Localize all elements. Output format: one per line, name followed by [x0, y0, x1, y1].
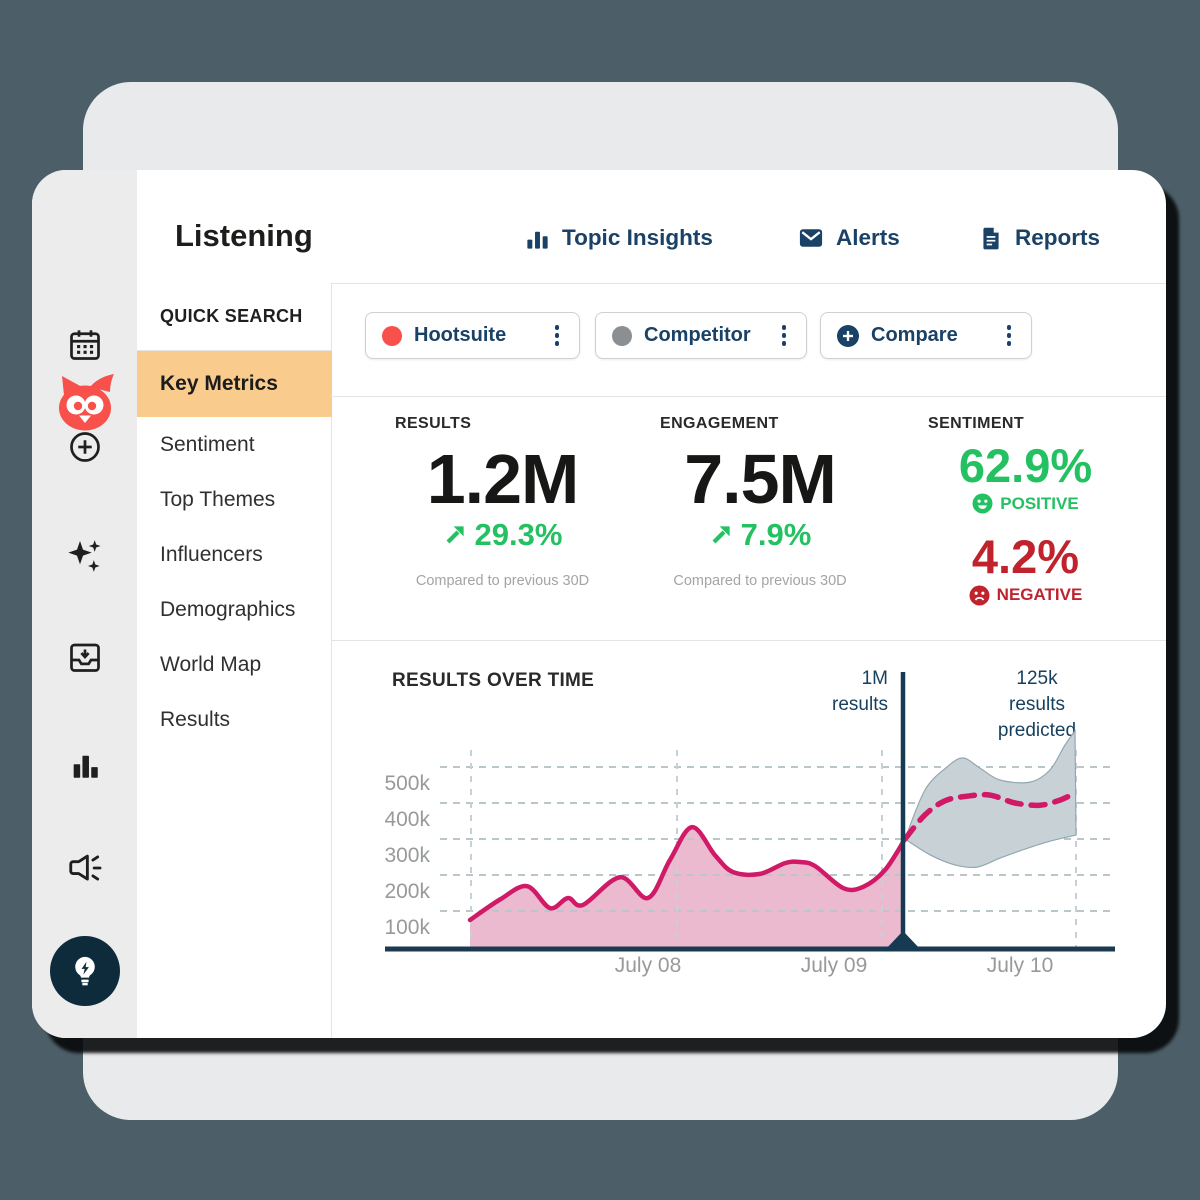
metric-caption: Compared to previous 30D — [415, 572, 590, 589]
sidebar-item-results[interactable]: Results — [160, 707, 231, 731]
filter-pill-label: Hootsuite — [414, 324, 507, 346]
forecast-annotation: 125k results predicted — [977, 666, 1097, 744]
competitor-series-dot — [612, 325, 632, 346]
results-over-time-chart: 100k 200k 300k 400k 500k July 08 July 09 July 1… — [384, 672, 1115, 977]
sidebar-item-influencers[interactable]: Influencers — [160, 542, 263, 566]
nav-label: Reports — [1015, 225, 1101, 250]
filter-pill-label: Compare — [871, 324, 958, 346]
sidebar-item-top-themes[interactable]: Top Themes — [160, 487, 276, 511]
nav-alerts[interactable]: Alerts — [797, 212, 900, 264]
forecast-annotation-line1: 125k — [1016, 668, 1058, 689]
sentiment-negative-value: 4.2% — [971, 530, 1080, 584]
app-window: Listening Topic Insights Alerts — [32, 170, 1166, 1038]
ai-assistant-button[interactable] — [65, 536, 105, 576]
metric-change-value: 7.9% — [740, 516, 812, 552]
divider — [331, 396, 1166, 397]
now-marker-triangle — [884, 931, 922, 951]
forecast-confidence-band — [904, 729, 1077, 869]
now-annotation-line2: results — [832, 694, 888, 715]
x-tick-label: July 10 — [987, 954, 1054, 977]
sparkles-icon — [67, 540, 100, 572]
y-tick-label: 100k — [384, 916, 430, 939]
kebab-menu-icon[interactable] — [778, 319, 791, 352]
report-doc-icon — [983, 227, 999, 250]
sidebar-item-demographics[interactable]: Demographics — [160, 597, 296, 621]
filter-pill-compare[interactable]: Compare — [820, 312, 1032, 359]
metric-label: SENTIMENT — [928, 415, 1025, 432]
owl-icon — [58, 374, 114, 431]
header-divider — [137, 283, 1166, 284]
arrow-up-right-icon — [446, 526, 464, 544]
sidebar-item-world-map[interactable]: World Map — [160, 652, 262, 676]
metric-engagement: ENGAGEMENT 7.5M 7.9% Compared to previou… — [660, 415, 860, 589]
promote-button[interactable] — [66, 849, 104, 887]
sidebar-rail — [32, 170, 137, 1038]
sentiment-negative-row: NEGATIVE — [928, 585, 1123, 606]
lightbulb-icon — [75, 956, 95, 986]
sentiment-positive-label: POSITIVE — [1000, 493, 1079, 513]
y-tick-label: 300k — [384, 844, 430, 867]
plus-circle-icon — [837, 324, 859, 347]
quick-search-panel: QUICK SEARCH Key Metrics Sentiment Top T… — [137, 283, 332, 1038]
x-tick-label: July 09 — [801, 954, 868, 977]
results-line — [467, 824, 908, 923]
inbox-button[interactable] — [67, 639, 103, 675]
chart-title: RESULTS OVER TIME — [392, 670, 595, 691]
megaphone-icon — [68, 854, 101, 881]
envelope-icon — [799, 229, 823, 247]
now-annotation-line1: 1M — [861, 668, 888, 689]
filter-pill-hootsuite[interactable]: Hootsuite — [365, 312, 580, 359]
metric-change: 7.9% — [660, 517, 860, 553]
metric-label: RESULTS — [395, 415, 472, 432]
y-tick-label: 200k — [384, 880, 430, 903]
hootsuite-series-dot — [382, 325, 402, 346]
calendar-icon — [69, 330, 100, 360]
x-tick-label: July 08 — [615, 954, 682, 977]
bar-chart-icon — [527, 231, 548, 249]
forecast-annotation-line3: predicted — [997, 720, 1077, 741]
sentiment-negative-label: NEGATIVE — [996, 585, 1083, 605]
sad-face-icon — [969, 585, 990, 606]
y-tick-label: 400k — [384, 808, 430, 831]
inbox-icon — [69, 643, 100, 672]
analytics-bars-icon — [73, 755, 98, 778]
now-annotation: 1M results — [788, 666, 888, 718]
filter-pill-competitor[interactable]: Competitor — [595, 312, 807, 359]
filter-pill-label: Competitor — [644, 324, 751, 346]
analytics-button[interactable] — [68, 748, 102, 782]
metric-caption: Compared to previous 30D — [673, 572, 847, 589]
arrow-up-right-icon — [712, 526, 730, 544]
plus-circle-icon — [69, 432, 100, 462]
hootsuite-owl-logo[interactable] — [52, 373, 118, 431]
smiley-face-icon — [972, 493, 993, 514]
metric-change-value: 29.3% — [474, 516, 563, 552]
metric-value: 7.5M — [684, 440, 837, 518]
calendar-button[interactable] — [67, 327, 103, 363]
kebab-menu-icon[interactable] — [1003, 319, 1016, 352]
page-title: Listening — [175, 218, 313, 253]
metric-label: ENGAGEMENT — [660, 415, 779, 432]
metric-sentiment: SENTIMENT 62.9% POSITIVE 4.2% NEGATIVE — [928, 415, 1123, 606]
forecast-line — [902, 790, 1078, 842]
kebab-menu-icon[interactable] — [551, 319, 564, 352]
create-button[interactable] — [67, 429, 103, 465]
divider — [331, 640, 1166, 641]
y-tick-label: 500k — [384, 772, 430, 795]
insights-lightbulb-button[interactable] — [50, 936, 120, 1006]
sentiment-positive-value: 62.9% — [958, 439, 1093, 492]
metric-results: RESULTS 1.2M 29.3% Compared to previous … — [395, 415, 610, 589]
sidebar-item-sentiment[interactable]: Sentiment — [160, 432, 255, 456]
metric-value: 1.2M — [426, 440, 580, 518]
results-area-fill — [470, 827, 905, 947]
nav-label: Alerts — [836, 225, 900, 250]
nav-label: Topic Insights — [562, 225, 713, 250]
sentiment-positive-row: POSITIVE — [928, 493, 1123, 514]
metric-change: 29.3% — [395, 517, 610, 553]
sidebar-item-key-metrics[interactable]: Key Metrics — [137, 351, 332, 417]
forecast-annotation-line2: results — [1009, 694, 1065, 715]
nav-topic-insights[interactable]: Topic Insights — [524, 212, 713, 264]
nav-reports[interactable]: Reports — [978, 212, 1100, 264]
quick-search-heading: QUICK SEARCH — [137, 283, 331, 351]
